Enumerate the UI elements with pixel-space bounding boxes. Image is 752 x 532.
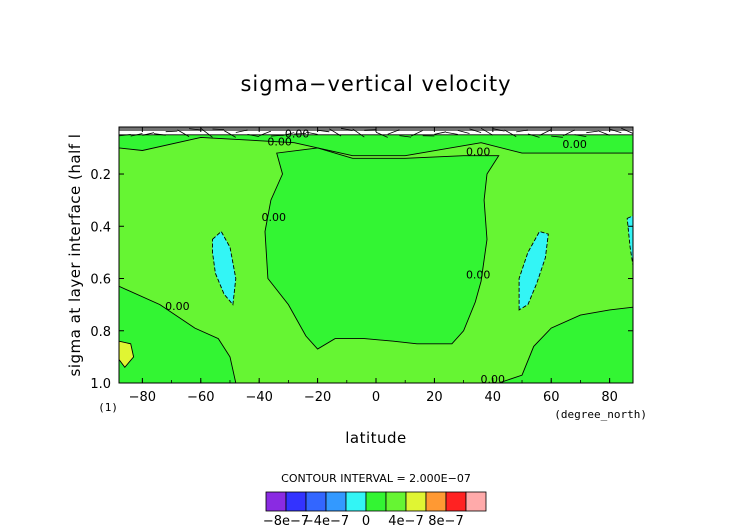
y-tick-label: 1.0: [90, 377, 111, 392]
contour-label: 0.00: [165, 300, 190, 313]
colorbar-label: −4e−7: [303, 514, 349, 529]
x-tick-label: −20: [304, 390, 331, 405]
colorbar-swatch: [465, 491, 487, 512]
contour-region: [626, 215, 633, 266]
colorbar-swatch: [425, 491, 447, 512]
y-tick-label: 0.6: [90, 273, 111, 288]
colorbar-swatch: [365, 491, 387, 512]
x-tick-label: −60: [187, 390, 214, 405]
contour-label: 0.00: [262, 211, 287, 224]
contour-region: [264, 147, 500, 350]
contour-interval-text: CONTOUR INTERVAL = 2.000E−07: [281, 472, 471, 485]
contour-region: [518, 230, 549, 311]
contour-region: [498, 306, 633, 383]
colorbar-label: −8e−7: [263, 514, 309, 529]
x-tick-label: 60: [543, 390, 560, 405]
contour-region: [119, 134, 633, 157]
y-tick-label: 0.2: [90, 168, 111, 183]
colorbar-swatch: [445, 491, 467, 512]
contour-label: 0.00: [267, 135, 292, 148]
x-axis-label: latitude: [345, 429, 407, 447]
colorbar-swatch: [305, 491, 327, 512]
x-tick-label: 0: [372, 390, 380, 405]
x-tick-label: 20: [426, 390, 443, 405]
colorbar-label: 4e−7: [388, 514, 423, 529]
colorbar: [265, 491, 487, 512]
contour-region: [119, 340, 135, 369]
x-tick-label: 80: [601, 390, 618, 405]
y-tick-label: 0.4: [90, 220, 111, 235]
colorbar-label: 0: [362, 514, 370, 529]
y-units: (1): [98, 401, 118, 414]
contour-label: 0.00: [466, 146, 491, 159]
colorbar-swatch: [405, 491, 427, 512]
contour-label: 0.00: [562, 138, 587, 151]
colorbar-swatch: [385, 491, 407, 512]
contour-label: 0.00: [285, 127, 310, 140]
x-units: (degree_north): [554, 408, 647, 421]
contour-label: 0.00: [466, 269, 491, 282]
colorbar-label: 8e−7: [428, 514, 463, 529]
chart-title: sigma−vertical velocity: [240, 72, 511, 96]
y-axis-label: sigma at layer interface (half l: [66, 134, 84, 377]
contour-region: [212, 230, 237, 306]
contour-region: [119, 285, 237, 383]
contour-field: [119, 127, 633, 383]
x-tick-label: 40: [485, 390, 502, 405]
x-tick-label: −80: [129, 390, 156, 405]
x-tick-label: −40: [245, 390, 272, 405]
colorbar-swatch: [285, 491, 307, 512]
colorbar-swatch: [265, 491, 287, 512]
colorbar-swatch: [325, 491, 347, 512]
y-tick-label: 0.8: [90, 325, 111, 340]
colorbar-swatch: [345, 491, 367, 512]
